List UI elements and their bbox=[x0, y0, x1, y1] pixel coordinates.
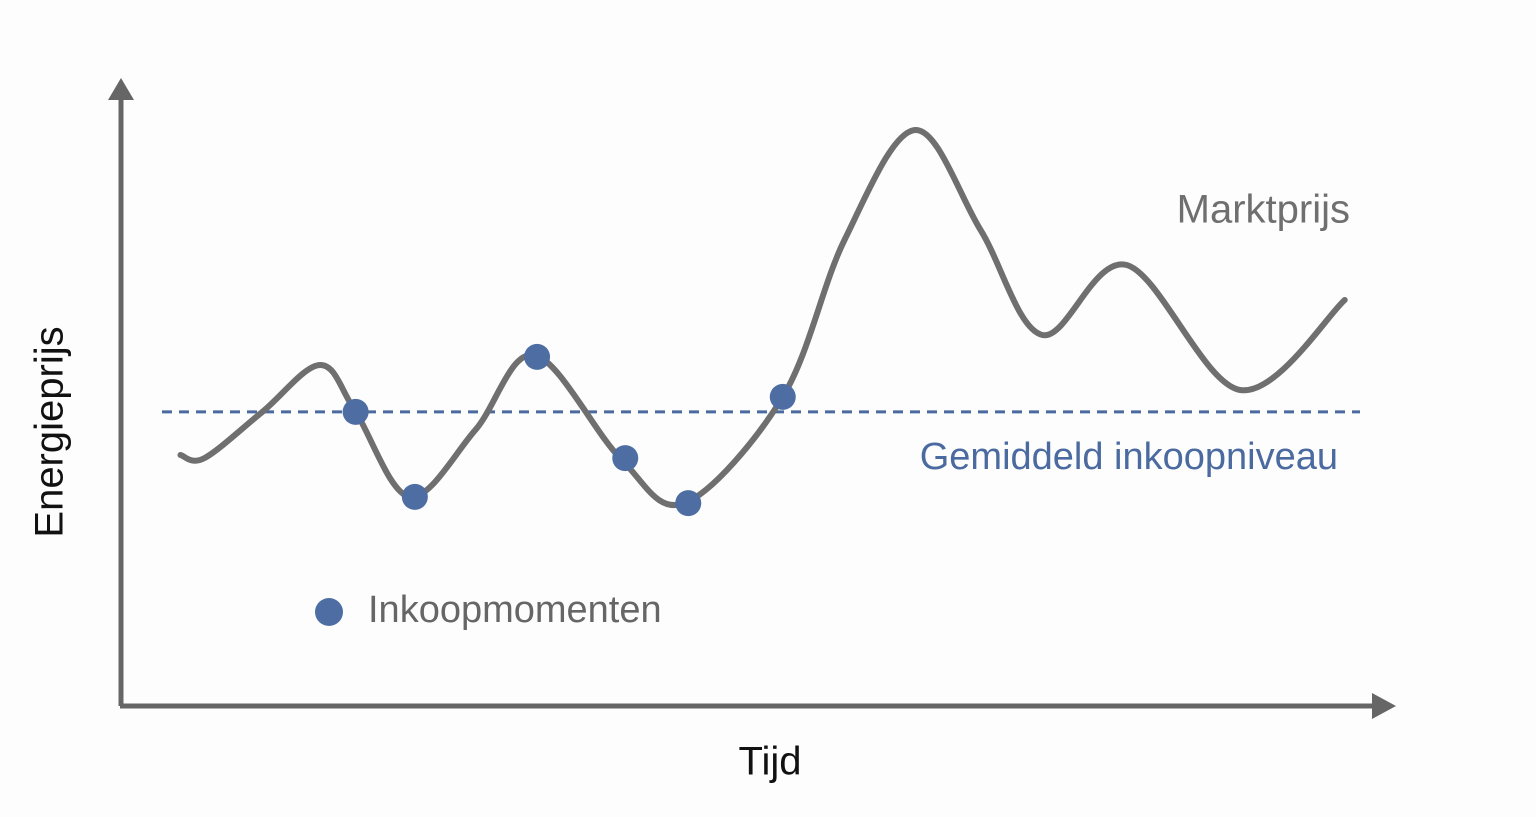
legend-label: Inkoopmomenten bbox=[368, 589, 662, 631]
series-label: Marktprijs bbox=[1177, 188, 1350, 232]
purchase-point bbox=[769, 383, 796, 410]
x-axis-arrow bbox=[1372, 693, 1396, 719]
purchase-point bbox=[524, 343, 551, 370]
y-axis-arrow bbox=[108, 78, 134, 100]
purchase-point bbox=[342, 398, 369, 425]
reference-label: Gemiddeld inkoopniveau bbox=[920, 436, 1338, 478]
y-axis-label: Energieprijs bbox=[28, 326, 72, 537]
price-line bbox=[177, 127, 1348, 509]
legend-marker bbox=[315, 598, 343, 626]
x-axis-label: Tijd bbox=[739, 740, 802, 784]
purchase-point bbox=[401, 483, 428, 510]
purchase-point bbox=[612, 445, 639, 472]
purchase-point bbox=[675, 490, 702, 517]
